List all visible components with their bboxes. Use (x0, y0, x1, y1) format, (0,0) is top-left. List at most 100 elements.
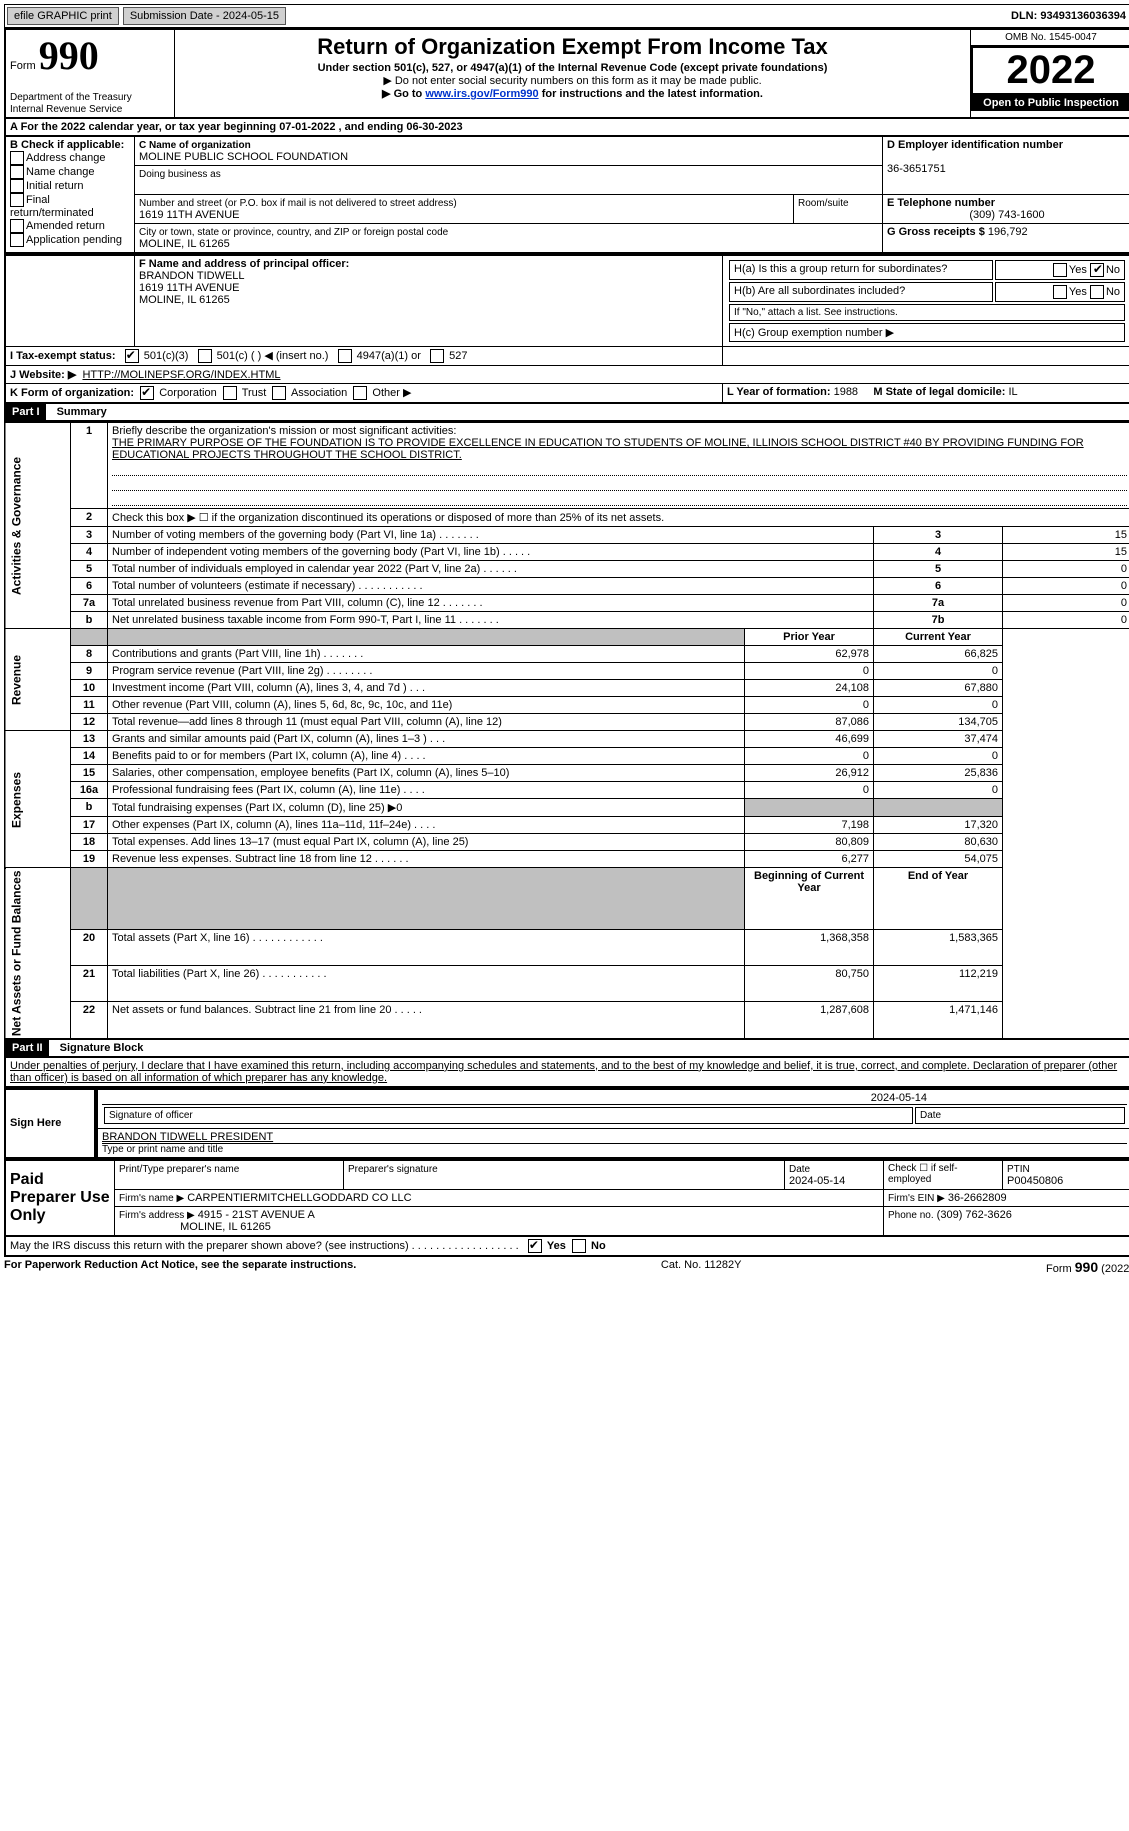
firm-name: CARPENTIERMITCHELLGODDARD CO LLC (187, 1192, 411, 1204)
rev-11-py: 0 (745, 697, 874, 714)
discuss-no[interactable] (572, 1239, 586, 1253)
form-label: Form (10, 60, 36, 72)
part2-badge: Part II (6, 1040, 49, 1056)
firm-addr1: 4915 - 21ST AVENUE A (198, 1209, 315, 1221)
line-a: A For the 2022 calendar year, or tax yea… (4, 119, 1129, 135)
k-other[interactable] (353, 386, 367, 400)
exp-18-text: Total expenses. Add lines 13–17 (must eq… (108, 834, 745, 851)
asset-21-py: 80,750 (745, 965, 874, 1001)
perjury-text: Under penalties of perjury, I declare th… (4, 1058, 1129, 1088)
527-checkbox[interactable] (430, 349, 444, 363)
part2-header-row: Part II Signature Block (4, 1040, 1129, 1058)
name-change-checkbox[interactable] (10, 165, 24, 179)
exp-14-cy: 0 (874, 748, 1003, 765)
initial-return-checkbox[interactable] (10, 179, 24, 193)
omb-label: OMB No. 1545-0047 (971, 30, 1129, 46)
dba-label: Doing business as (139, 169, 221, 180)
street-value: 1619 11TH AVENUE (139, 209, 239, 221)
rev-8-text: Contributions and grants (Part VIII, lin… (108, 646, 745, 663)
line-3-text: Number of voting members of the governin… (108, 527, 874, 544)
exp-17-py: 7,198 (745, 817, 874, 834)
i-label: I Tax-exempt status: (10, 350, 116, 362)
begin-year-header: Beginning of Current Year (745, 868, 874, 930)
discuss-yes[interactable] (528, 1239, 542, 1253)
paid-prep-label: Paid Preparer Use Only (5, 1160, 115, 1236)
form-footer: Form 990 (2022) (1046, 1259, 1129, 1275)
exp-15-py: 26,912 (745, 765, 874, 782)
hb-yes[interactable] (1053, 285, 1067, 299)
amended-return-checkbox[interactable] (10, 219, 24, 233)
form-subtitle: Under section 501(c), 527, or 4947(a)(1)… (179, 62, 966, 74)
ha-yes[interactable] (1053, 263, 1067, 277)
rev-8-cy: 66,825 (874, 646, 1003, 663)
d-ein-label: D Employer identification number (887, 139, 1063, 151)
current-year-header: Current Year (874, 629, 1003, 646)
l-label: L Year of formation: (727, 386, 831, 398)
exp-18-py: 80,809 (745, 834, 874, 851)
side-expenses: Expenses (5, 731, 71, 868)
g-gross-value: 196,792 (988, 226, 1028, 238)
exp-15-text: Salaries, other compensation, employee b… (108, 765, 745, 782)
line-7b-value: 0 (1003, 612, 1129, 629)
rev-11-text: Other revenue (Part VIII, column (A), li… (108, 697, 745, 714)
efile-print-button[interactable]: efile GRAPHIC print (7, 7, 119, 25)
check-self[interactable]: Check ☐ if self-employed (884, 1160, 1003, 1190)
signature-table: Sign Here 2024-05-14 Signature of office… (4, 1088, 1129, 1159)
dept-label: Department of the Treasury Internal Reve… (10, 92, 132, 115)
exp-14-py: 0 (745, 748, 874, 765)
asset-21-text: Total liabilities (Part X, line 26) . . … (108, 965, 745, 1001)
line-5-text: Total number of individuals employed in … (108, 561, 874, 578)
rev-10-py: 24,108 (745, 680, 874, 697)
fh-table: F Name and address of principal officer:… (4, 254, 1129, 404)
addr-change-checkbox[interactable] (10, 151, 24, 165)
exp-16a-py: 0 (745, 782, 874, 799)
submission-date: Submission Date - 2024-05-15 (123, 7, 286, 25)
form-title: Return of Organization Exempt From Incom… (179, 34, 966, 60)
prep-date: 2024-05-14 (789, 1175, 845, 1187)
firm-phone: (309) 762-3626 (937, 1209, 1012, 1221)
discuss-row: May the IRS discuss this return with the… (4, 1237, 1129, 1257)
j-label: J Website: ▶ (10, 369, 76, 381)
goto-note: ▶ Go to www.irs.gov/Form990 for instruct… (179, 87, 966, 100)
phone-value: (309) 743-1600 (887, 209, 1127, 221)
website-value[interactable]: HTTP://MOLINEPSF.ORG/INDEX.HTML (82, 369, 280, 381)
501c-checkbox[interactable] (198, 349, 212, 363)
f-label: F Name and address of principal officer: (139, 258, 349, 270)
k-trust[interactable] (223, 386, 237, 400)
k-corp[interactable] (140, 386, 154, 400)
line-6-value: 0 (1003, 578, 1129, 595)
irs-link[interactable]: www.irs.gov/Form990 (425, 88, 538, 100)
m-label: M State of legal domicile: (873, 386, 1005, 398)
k-assoc[interactable] (272, 386, 286, 400)
line-4-text: Number of independent voting members of … (108, 544, 874, 561)
ha-no[interactable] (1090, 263, 1104, 277)
exp-15-cy: 25,836 (874, 765, 1003, 782)
hb-no[interactable] (1090, 285, 1104, 299)
prep-sig-label: Preparer's signature (348, 1164, 438, 1175)
cat-no: Cat. No. 11282Y (661, 1259, 742, 1275)
asset-20-text: Total assets (Part X, line 16) . . . . .… (108, 929, 745, 965)
k-label: K Form of organization: (10, 387, 134, 399)
side-netassets: Net Assets or Fund Balances (5, 868, 71, 1039)
501c3-checkbox[interactable] (125, 349, 139, 363)
final-return-checkbox[interactable] (10, 193, 24, 207)
part1-title: Summary (49, 406, 107, 418)
header-table: Form 990 Department of the Treasury Inte… (4, 28, 1129, 119)
exp-14-text: Benefits paid to or for members (Part IX… (108, 748, 745, 765)
hb-note: If "No," attach a list. See instructions… (729, 304, 1125, 321)
firm-ein: 36-2662809 (948, 1192, 1007, 1204)
4947-checkbox[interactable] (338, 349, 352, 363)
line-6-text: Total number of volunteers (estimate if … (108, 578, 874, 595)
line-5-num: 5 (71, 561, 108, 578)
exp-b-text: Total fundraising expenses (Part IX, col… (108, 799, 745, 817)
line-5-value: 0 (1003, 561, 1129, 578)
form-number: 990 (39, 33, 99, 78)
app-pending-checkbox[interactable] (10, 233, 24, 247)
city-value: MOLINE, IL 61265 (139, 238, 230, 250)
section-b-label: B Check if applicable: (10, 139, 124, 151)
city-label: City or town, state or province, country… (139, 227, 448, 238)
line-3-num: 3 (71, 527, 108, 544)
exp-13-py: 46,699 (745, 731, 874, 748)
asset-22-text: Net assets or fund balances. Subtract li… (108, 1002, 745, 1039)
rev-11-cy: 0 (874, 697, 1003, 714)
